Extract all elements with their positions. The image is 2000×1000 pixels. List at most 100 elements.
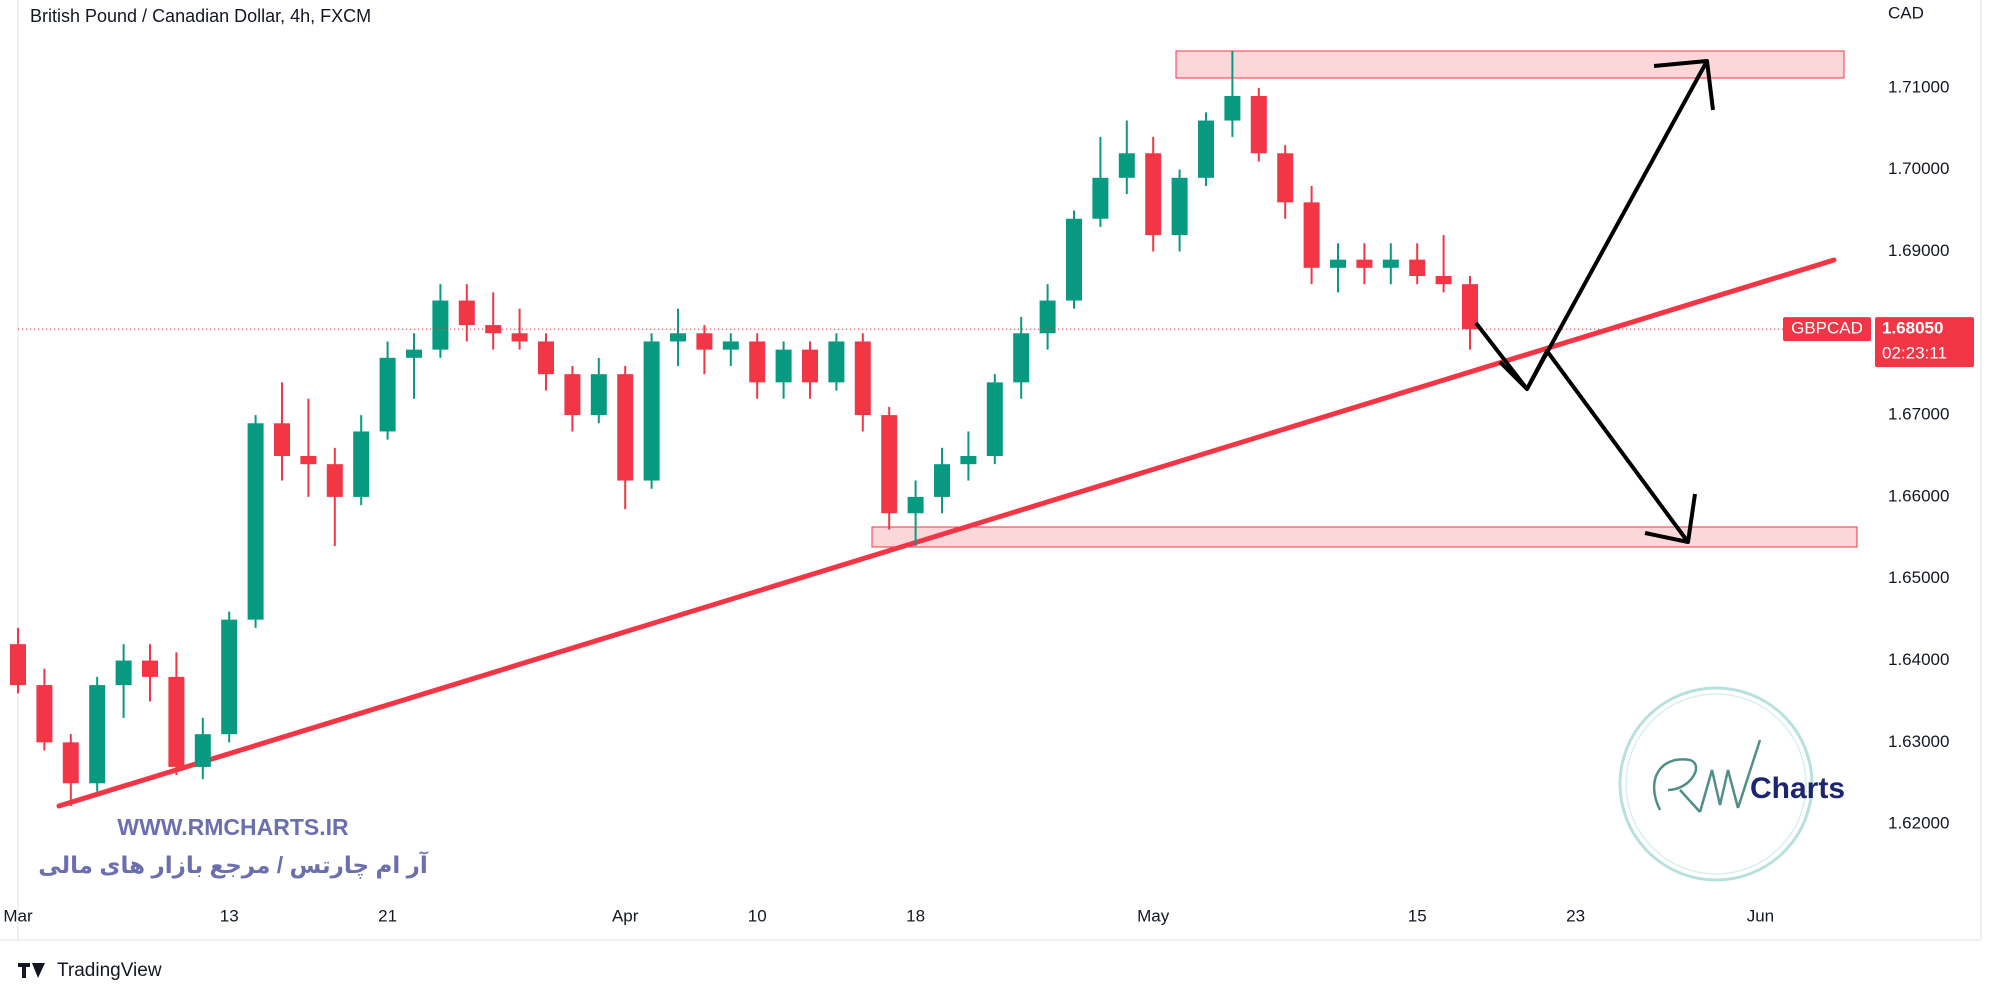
candle-body bbox=[670, 333, 686, 342]
footer-brand: TradingView bbox=[57, 960, 162, 981]
candle-body bbox=[1039, 300, 1056, 334]
axes: 1.62000 1.63000 1.64000 1.65000 1.66000 1.670… bbox=[3, 77, 1974, 925]
x-tick-label: Apr bbox=[612, 906, 639, 925]
plot-area: WWW.RMCHARTS.IR آر ام چارتس / مرجع بازار… bbox=[10, 50, 1870, 882]
candle-body bbox=[115, 660, 132, 686]
candle-body bbox=[274, 423, 290, 456]
currency-label: CAD bbox=[1888, 3, 1924, 22]
candle-body bbox=[1066, 218, 1082, 301]
x-tick-label: 21 bbox=[378, 906, 397, 925]
candle-body bbox=[1171, 177, 1188, 236]
x-tick-label: 10 bbox=[748, 906, 767, 925]
candle-body bbox=[907, 496, 924, 514]
last-price-label: 1.68050 bbox=[1882, 319, 1943, 338]
y-tick-label: 1.64000 bbox=[1888, 650, 1949, 669]
footer: TradingView bbox=[18, 960, 162, 981]
candle-body bbox=[934, 464, 950, 497]
y-tick-label: 1.66000 bbox=[1888, 486, 1949, 505]
candle-body bbox=[590, 374, 607, 416]
candle-body bbox=[643, 341, 660, 481]
chart-title: British Pound / Canadian Dollar, 4h, FXC… bbox=[30, 6, 371, 26]
candle-body bbox=[485, 325, 502, 334]
candle-body bbox=[1198, 120, 1214, 178]
y-tick-label: 1.65000 bbox=[1888, 568, 1949, 587]
symbol-tag-bg bbox=[1783, 317, 1871, 342]
watermark-tagline: آر ام چارتس / مرجع بازار های مالی bbox=[38, 850, 429, 879]
watermark-url: WWW.RMCHARTS.IR bbox=[117, 814, 349, 840]
trendline bbox=[56, 257, 1837, 809]
candle-body bbox=[749, 341, 766, 383]
candle-body bbox=[1118, 153, 1135, 178]
candle-body bbox=[1409, 259, 1426, 276]
x-tick-label: May bbox=[1137, 906, 1170, 925]
candle-body bbox=[458, 300, 475, 326]
x-tick-label: Jun bbox=[1747, 906, 1774, 925]
candle-body bbox=[1330, 259, 1346, 268]
candle-body bbox=[986, 382, 1003, 456]
candle-body bbox=[432, 300, 449, 350]
candle-body bbox=[142, 660, 158, 677]
footer-logo bbox=[18, 963, 45, 978]
candle-body bbox=[89, 685, 106, 784]
y-tick-label: 1.67000 bbox=[1888, 405, 1949, 424]
candle-body bbox=[1277, 153, 1294, 203]
candle-body bbox=[722, 341, 739, 350]
symbol-tag: GBPCAD bbox=[1791, 319, 1863, 338]
candle-body bbox=[326, 464, 343, 497]
candle-body bbox=[221, 619, 238, 735]
y-tick-label: 1.63000 bbox=[1888, 732, 1949, 751]
x-tick-label: 13 bbox=[220, 906, 239, 925]
support-zone bbox=[871, 526, 1858, 548]
x-tick-label: 15 bbox=[1408, 906, 1427, 925]
candle-body bbox=[62, 742, 79, 784]
candle-body bbox=[775, 349, 792, 383]
x-tick-label: 18 bbox=[906, 906, 925, 925]
last-price-bg bbox=[1875, 317, 1974, 368]
candle-body bbox=[960, 456, 977, 465]
candles bbox=[10, 51, 1870, 807]
candle-body bbox=[36, 685, 53, 743]
candle-body bbox=[1013, 333, 1030, 383]
candle-body bbox=[854, 341, 871, 416]
x-tick-label: Mar bbox=[3, 906, 33, 925]
candle-body bbox=[511, 333, 528, 342]
candle-body bbox=[406, 349, 422, 358]
logo-script bbox=[1652, 739, 1762, 813]
logo: Charts bbox=[1618, 686, 1845, 882]
countdown: 02:23:11 bbox=[1882, 344, 1947, 363]
candle-body bbox=[379, 357, 396, 432]
y-tick-label: 1.70000 bbox=[1888, 159, 1949, 178]
logo-circle-inner bbox=[1625, 693, 1807, 875]
candle-body bbox=[1303, 202, 1320, 268]
candle-body bbox=[300, 456, 317, 465]
candle-body bbox=[1250, 96, 1267, 154]
candle-body bbox=[1092, 177, 1109, 219]
resistance-zone bbox=[1175, 50, 1845, 79]
y-tick-label: 1.69000 bbox=[1888, 241, 1949, 260]
candle-body bbox=[194, 734, 211, 767]
candle-body bbox=[538, 341, 554, 375]
candle-body bbox=[1356, 259, 1373, 268]
candle-body bbox=[1462, 284, 1478, 330]
y-tick-label: 1.62000 bbox=[1888, 814, 1949, 833]
candle-body bbox=[247, 423, 264, 620]
candle-body bbox=[802, 349, 818, 383]
candle-body bbox=[1145, 153, 1162, 236]
candle-body bbox=[1224, 96, 1241, 121]
logo-circle bbox=[1618, 686, 1814, 882]
candle-body bbox=[1382, 259, 1399, 268]
candle-body bbox=[1435, 276, 1452, 285]
candle-body bbox=[617, 374, 634, 481]
candle-body bbox=[168, 676, 185, 767]
candle-body bbox=[564, 374, 581, 416]
arrow-down bbox=[1498, 349, 1697, 544]
logo-text: Charts bbox=[1750, 772, 1845, 805]
candle-body bbox=[881, 415, 898, 514]
y-tick-label: 1.71000 bbox=[1888, 77, 1949, 96]
candle-body bbox=[696, 333, 713, 350]
candle-body bbox=[353, 431, 370, 497]
x-tick-label: 23 bbox=[1566, 906, 1585, 925]
candle-body bbox=[828, 341, 845, 383]
